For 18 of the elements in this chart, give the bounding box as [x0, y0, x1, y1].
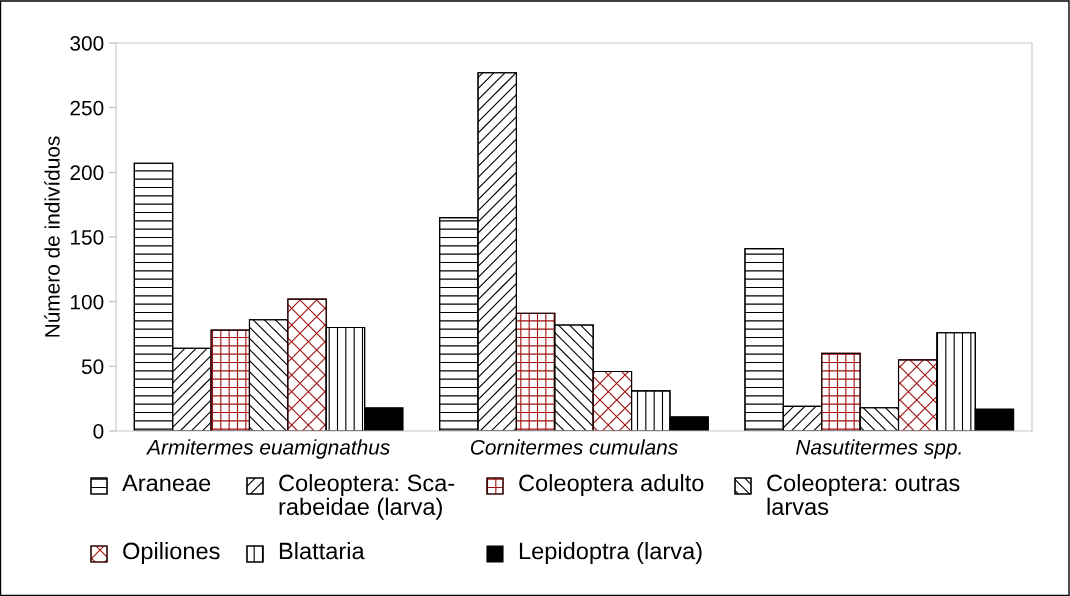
y-tick-label: 150 [71, 230, 104, 245]
legend-label: Lepidoptra (larva) [519, 542, 702, 565]
x-tick-label: Cornitermes cumulans [470, 439, 678, 455]
y-axis-title: Número de indivíduos [44, 136, 60, 337]
y-tick-label: 50 [81, 359, 104, 375]
y-tick-label: 250 [70, 100, 104, 116]
legend-label: Coleoptera: Sca- rabeidae (larva) [279, 474, 455, 520]
y-tick-label: 300 [70, 36, 104, 51]
y-tick-label: 0 [93, 424, 104, 439]
legend-label: Coleoptera: outras larvas [767, 474, 960, 516]
legend-label: Araneae [122, 474, 211, 492]
legend-label: Blattaria [279, 542, 365, 560]
y-tick-label: 200 [70, 165, 104, 181]
y-tick-label: 100 [71, 294, 104, 310]
legend-label: Coleoptera adulto [519, 474, 704, 497]
legend-label: Opiliones [123, 542, 220, 565]
x-tick-label: Nasutitermes spp. [796, 439, 961, 459]
x-tick-label: Armitermes euamignathus [146, 439, 390, 459]
